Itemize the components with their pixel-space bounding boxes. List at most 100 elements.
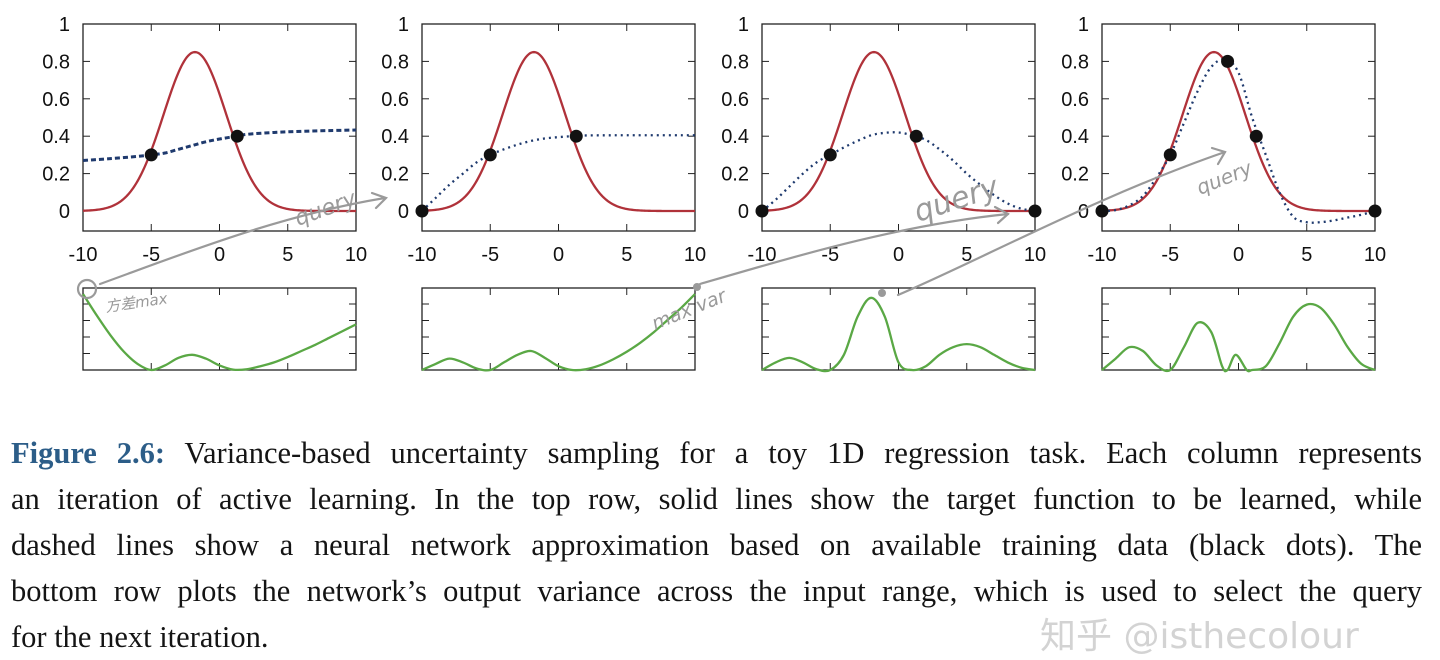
query-arrow-2: [698, 212, 1010, 286]
y-tick-label: 0: [398, 201, 409, 223]
max-variance-dot: [878, 289, 886, 297]
x-tick-label: -10: [408, 244, 437, 266]
y-tick-label: 1: [738, 14, 749, 36]
y-tick-label: 0.6: [1061, 89, 1089, 111]
training-point: [1368, 204, 1382, 218]
x-tick-label: 10: [1024, 244, 1046, 266]
variance-curve: [761, 296, 1036, 373]
y-tick-label: 0.8: [721, 51, 749, 73]
y-tick-label: 0.4: [721, 126, 749, 148]
x-tick-label: 0: [553, 244, 564, 266]
target-plot-1: 1 0.8 0.6 0.4 0.2 0 -10 -5 0 5 10: [42, 14, 367, 266]
variance-plot-2: [421, 287, 696, 372]
variance-curve: [1101, 302, 1376, 373]
training-point: [823, 148, 837, 162]
training-point: [569, 129, 583, 143]
x-tick-label: 0: [893, 244, 904, 266]
caption-line-3: dashed lines show a neural network appro…: [11, 528, 1422, 562]
query-arrow-1: [98, 196, 387, 286]
y-tick-label: 1: [398, 14, 409, 36]
target-function-curve: [1101, 50, 1375, 213]
y-tick-label: 0.8: [42, 51, 70, 73]
training-point: [1028, 204, 1042, 218]
training-point: [415, 204, 429, 218]
training-point: [230, 129, 244, 143]
y-tick-label: 1: [1078, 14, 1089, 36]
x-tick-label: -5: [142, 244, 160, 266]
y-tick-label: 0.2: [381, 164, 409, 186]
target-function-curve: [761, 50, 1035, 213]
target-plot-2: 1 0.8 0.6 0.4 0.2 0 -10 -5 0 5 10: [381, 14, 706, 266]
y-tick-label: 0: [1078, 201, 1089, 223]
annotation-max-var: max var: [649, 285, 731, 335]
y-tick-label: 0: [59, 201, 70, 223]
training-point: [1249, 129, 1263, 143]
network-approximation-curve: [1101, 58, 1376, 224]
x-tick-label: 0: [1233, 244, 1244, 266]
arrowhead-icon: [993, 205, 1010, 225]
y-tick-label: 0.6: [42, 89, 70, 111]
y-tick-label: 0.4: [42, 126, 70, 148]
y-tick-label: 0: [738, 201, 749, 223]
figure-plots: 10.80.60.40.20-10 -5 0 5 1010.80.60.40.20-10…: [42, 14, 1386, 373]
x-tick-label: -5: [481, 244, 499, 266]
x-tick-label: 0: [214, 244, 225, 266]
annotation-query-3: query: [1193, 155, 1257, 199]
training-point: [1221, 54, 1235, 68]
network-approximation-curve: [421, 134, 696, 212]
figure-label: Figure 2.6:: [11, 436, 166, 470]
training-point: [1163, 148, 1177, 162]
y-tick-label: 1: [59, 14, 70, 36]
variance-plot-3: [761, 287, 1036, 373]
max-variance-circle: [76, 278, 98, 300]
y-tick-label: 0.6: [721, 89, 749, 111]
max-variance-dot: [693, 283, 701, 291]
x-tick-label: -10: [1088, 244, 1117, 266]
training-point: [1095, 204, 1109, 218]
caption-line-2: an iteration of active learning. In the …: [11, 482, 1422, 516]
training-point: [755, 204, 769, 218]
caption-line-4: bottom row plots the network’s output va…: [11, 574, 1422, 608]
y-tick-label: 0.4: [381, 126, 409, 148]
y-tick-label: 0.8: [1061, 51, 1089, 73]
annotation-query-1: query: [292, 186, 361, 232]
caption-line-1: Figure 2.6: Variance-based uncertainty s…: [11, 430, 1422, 476]
annotation-variance-max: 方差max: [104, 289, 169, 316]
y-tick-label: 0.8: [381, 51, 409, 73]
variance-curve: [82, 293, 357, 372]
variance-plot-1: [82, 287, 357, 372]
x-tick-label: -5: [1161, 244, 1179, 266]
arrowhead-icon: [370, 191, 389, 210]
network-approximation-curve: [82, 128, 357, 163]
y-tick-label: 0.2: [721, 164, 749, 186]
target-function-curve: [82, 50, 356, 213]
y-tick-label: 0.6: [381, 89, 409, 111]
plot-frame: [761, 287, 1036, 371]
query-arrow-3: [896, 150, 1227, 297]
y-tick-label: 0.2: [1061, 164, 1089, 186]
variance-plot-4: [1101, 287, 1376, 373]
target-function-curve: [421, 50, 695, 213]
target-plot-3: 10.80.60.40.20-10 -5 0 5 10: [721, 14, 1046, 266]
figure-caption: Figure 2.6: Variance-based uncertainty s…: [11, 430, 1422, 660]
caption-text: Variance-based uncertainty sampling for …: [165, 436, 1422, 470]
x-tick-label: 5: [961, 244, 972, 266]
x-tick-label: -10: [748, 244, 777, 266]
training-point: [144, 148, 158, 162]
x-tick-label: 10: [345, 244, 367, 266]
x-tick-label: 10: [684, 244, 706, 266]
caption-line-5: for the next iteration.: [11, 620, 269, 654]
target-plot-4: 1 0.8 0.6 0.4 0.2 0 -10 -5 0 5 10: [1061, 14, 1386, 266]
x-tick-label: -10: [69, 244, 98, 266]
network-approximation-curve: [761, 131, 1036, 213]
y-tick-label: 0.4: [1061, 126, 1089, 148]
variance-curve: [421, 293, 696, 372]
y-tick-label: 0.2: [42, 164, 70, 186]
x-tick-label: 5: [1301, 244, 1312, 266]
x-tick-label: 5: [282, 244, 293, 266]
x-tick-label: 5: [621, 244, 632, 266]
training-point: [483, 148, 497, 162]
training-point: [909, 129, 923, 143]
x-tick-label: 10: [1364, 244, 1386, 266]
arrowhead-icon: [1210, 146, 1227, 166]
